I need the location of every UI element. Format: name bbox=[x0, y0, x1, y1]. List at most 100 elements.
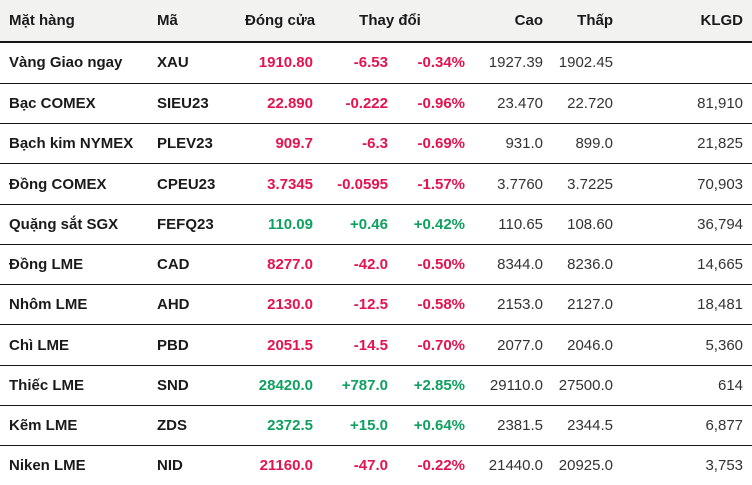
change-value: +0.46 bbox=[315, 204, 388, 245]
volume: 14,665 bbox=[613, 244, 752, 286]
header-commodity: Mặt hàng bbox=[0, 0, 157, 43]
commodity-code: XAU bbox=[157, 42, 245, 84]
high-price: 1927.39 bbox=[465, 42, 544, 84]
close-price: 3.7345 bbox=[245, 163, 315, 205]
table-row: Kẽm LME ZDS 2372.5 +15.0 +0.64% 2381.5 2… bbox=[0, 405, 752, 447]
commodity-code: CPEU23 bbox=[157, 163, 245, 205]
close-price: 909.7 bbox=[245, 123, 315, 165]
change-value: -47.0 bbox=[353, 457, 388, 475]
change-percent: +2.85% bbox=[388, 365, 466, 407]
commodity-name: Bạc COMEX bbox=[0, 83, 157, 125]
change-percent: -0.69% bbox=[388, 123, 466, 165]
close-price: 110.09 bbox=[245, 204, 315, 245]
low-price: 2127.0 bbox=[543, 284, 614, 326]
change-percent: -1.57% bbox=[388, 163, 466, 205]
low-price: 1902.45 bbox=[543, 42, 614, 84]
commodity-name: Quặng sắt SGX bbox=[0, 204, 157, 245]
change-percent: +0.42% bbox=[388, 204, 466, 245]
commodity-name: Chì LME bbox=[0, 324, 157, 366]
change-value: +787.0 bbox=[315, 365, 388, 407]
change-percent: -0.34% bbox=[388, 42, 466, 84]
high-price: 2077.0 bbox=[465, 324, 544, 366]
table-row: Quặng sắt SGX FEFQ23 110.09 +0.46 +0.42%… bbox=[0, 204, 752, 245]
commodity-name: Đồng COMEX bbox=[0, 163, 157, 205]
change-value: +15.0 bbox=[315, 405, 388, 447]
close-price: 21160.0 bbox=[259, 457, 313, 475]
close-price: 2130.0 bbox=[245, 284, 315, 326]
header-low: Thấp bbox=[543, 0, 614, 43]
high-price: 8344.0 bbox=[465, 244, 544, 286]
change-percent: -0.50% bbox=[388, 244, 466, 286]
table-row: Niken LME NID 21160.0 -47.0 -0.22% 21440… bbox=[0, 446, 752, 485]
low-price: 108.60 bbox=[543, 204, 614, 245]
commodity-code: FEFQ23 bbox=[157, 204, 245, 245]
commodity-code: NID bbox=[157, 457, 183, 475]
header-code: Mã bbox=[157, 0, 245, 43]
low-price: 2046.0 bbox=[543, 324, 614, 366]
change-percent: -0.58% bbox=[388, 284, 466, 326]
commodity-code: ZDS bbox=[157, 405, 245, 447]
commodity-code: SND bbox=[157, 365, 245, 407]
change-percent: -0.96% bbox=[388, 83, 466, 125]
change-value: -6.53 bbox=[315, 42, 388, 84]
header-high: Cao bbox=[465, 0, 544, 43]
low-price: 20925.0 bbox=[558, 457, 614, 475]
table-row: Thiếc LME SND 28420.0 +787.0 +2.85% 2911… bbox=[0, 365, 752, 407]
volume bbox=[613, 42, 752, 84]
high-price: 23.470 bbox=[465, 83, 544, 125]
change-percent: -0.22% bbox=[417, 457, 466, 475]
low-price: 3.7225 bbox=[543, 163, 614, 205]
high-price: 931.0 bbox=[465, 123, 544, 165]
close-price: 2051.5 bbox=[245, 324, 315, 366]
low-price: 899.0 bbox=[543, 123, 614, 165]
commodity-name: Đồng LME bbox=[0, 244, 157, 286]
volume: 36,794 bbox=[613, 204, 752, 245]
high-price: 21440.0 bbox=[488, 457, 544, 475]
commodity-name: Thiếc LME bbox=[0, 365, 157, 407]
table-row: Đồng COMEX CPEU23 3.7345 -0.0595 -1.57% … bbox=[0, 163, 752, 205]
table-row: Vàng Giao ngay XAU 1910.80 -6.53 -0.34% … bbox=[0, 42, 752, 84]
change-value: -12.5 bbox=[315, 284, 388, 326]
header-change: Thay đổi bbox=[315, 0, 466, 43]
commodity-code: PLEV23 bbox=[157, 123, 245, 165]
change-value: -6.3 bbox=[315, 123, 388, 165]
commodity-name: Bạch kim NYMEX bbox=[0, 123, 157, 165]
commodity-name: Nhôm LME bbox=[0, 284, 157, 326]
close-price: 8277.0 bbox=[245, 244, 315, 286]
table-row: Bạc COMEX SIEU23 22.890 -0.222 -0.96% 23… bbox=[0, 83, 752, 125]
commodity-code: PBD bbox=[157, 324, 245, 366]
change-value: -14.5 bbox=[315, 324, 388, 366]
low-price: 27500.0 bbox=[543, 365, 614, 407]
change-percent: +0.64% bbox=[388, 405, 466, 447]
close-price: 1910.80 bbox=[245, 42, 315, 84]
close-price: 22.890 bbox=[245, 83, 315, 125]
change-percent: -0.70% bbox=[388, 324, 466, 366]
commodity-code: SIEU23 bbox=[157, 83, 245, 125]
table-header: Mặt hàng Mã Đóng cửa Thay đổi Cao Thấp K… bbox=[0, 0, 752, 43]
volume: 3,753 bbox=[705, 457, 744, 475]
volume: 70,903 bbox=[613, 163, 752, 205]
volume: 614 bbox=[613, 365, 752, 407]
close-price: 2372.5 bbox=[245, 405, 315, 447]
commodity-name: Niken LME bbox=[9, 457, 86, 475]
table-row: Đồng LME CAD 8277.0 -42.0 -0.50% 8344.0 … bbox=[0, 244, 752, 286]
change-value: -42.0 bbox=[315, 244, 388, 286]
high-price: 2381.5 bbox=[465, 405, 544, 447]
volume: 5,360 bbox=[613, 324, 752, 366]
close-price: 28420.0 bbox=[245, 365, 315, 407]
table-row: Nhôm LME AHD 2130.0 -12.5 -0.58% 2153.0 … bbox=[0, 284, 752, 326]
high-price: 3.7760 bbox=[465, 163, 544, 205]
commodity-name: Kẽm LME bbox=[0, 405, 157, 447]
high-price: 2153.0 bbox=[465, 284, 544, 326]
low-price: 2344.5 bbox=[543, 405, 614, 447]
table-row: Chì LME PBD 2051.5 -14.5 -0.70% 2077.0 2… bbox=[0, 324, 752, 366]
low-price: 8236.0 bbox=[543, 244, 614, 286]
header-row: Mặt hàng Mã Đóng cửa Thay đổi Cao Thấp K… bbox=[0, 0, 752, 43]
table-row: Bạch kim NYMEX PLEV23 909.7 -6.3 -0.69% … bbox=[0, 123, 752, 165]
high-price: 29110.0 bbox=[465, 365, 544, 407]
change-value: -0.222 bbox=[315, 83, 388, 125]
volume: 18,481 bbox=[613, 284, 752, 326]
high-price: 110.65 bbox=[465, 204, 544, 245]
volume: 81,910 bbox=[613, 83, 752, 125]
